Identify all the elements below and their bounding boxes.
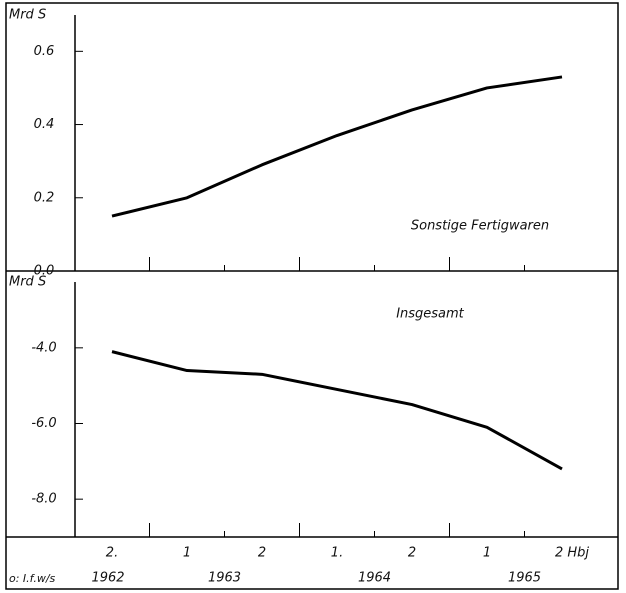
x-tick-label: 1 bbox=[483, 546, 491, 561]
source: o: I.f.w/s bbox=[9, 572, 56, 585]
series-line bbox=[111, 75, 563, 218]
y-axis-label: Mrd S bbox=[9, 8, 46, 23]
x-tick-label: 2 bbox=[408, 546, 416, 561]
y-tick-label: 0.4 bbox=[34, 117, 55, 132]
year-label: 1962 bbox=[91, 571, 124, 586]
y-tick-label: -8.0 bbox=[31, 492, 56, 507]
year-label: 1965 bbox=[508, 571, 541, 586]
year-label: 1963 bbox=[208, 571, 241, 586]
x-tick-label: 1 bbox=[183, 546, 191, 561]
y-tick-label: 0.0 bbox=[34, 264, 55, 279]
y-tick-label: -4.0 bbox=[31, 340, 56, 355]
x-tick-label: 2. bbox=[106, 546, 118, 561]
y-axis-label: Mrd S bbox=[9, 275, 46, 290]
year-label: 1964 bbox=[358, 571, 391, 586]
series-line bbox=[111, 350, 563, 471]
y-tick-label: -6.0 bbox=[31, 416, 56, 431]
annotation: Insgesamt bbox=[396, 307, 464, 322]
x-tick-label: 1. bbox=[331, 546, 343, 561]
x-tick-label: 2 bbox=[258, 546, 266, 561]
y-tick-label: 0.2 bbox=[34, 190, 55, 205]
x-tick-label: 2 Hbj bbox=[555, 546, 589, 561]
frame bbox=[5, 2, 619, 590]
y-tick-label: 0.6 bbox=[34, 44, 55, 59]
annotation: Sonstige Fertigwaren bbox=[411, 219, 549, 234]
